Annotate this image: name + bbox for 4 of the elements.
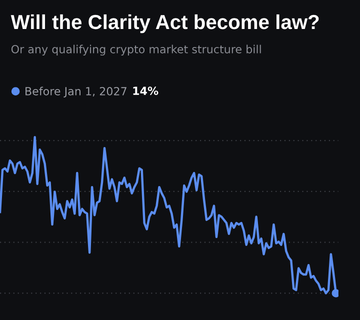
legend-label: Before Jan 1, 2027 [26, 86, 126, 98]
chart-title: Will the Clarity Act become law? [10, 14, 319, 34]
chart-subtitle: Or any qualifying crypto market structure bill [11, 44, 261, 56]
text: 14% [133, 86, 158, 96]
